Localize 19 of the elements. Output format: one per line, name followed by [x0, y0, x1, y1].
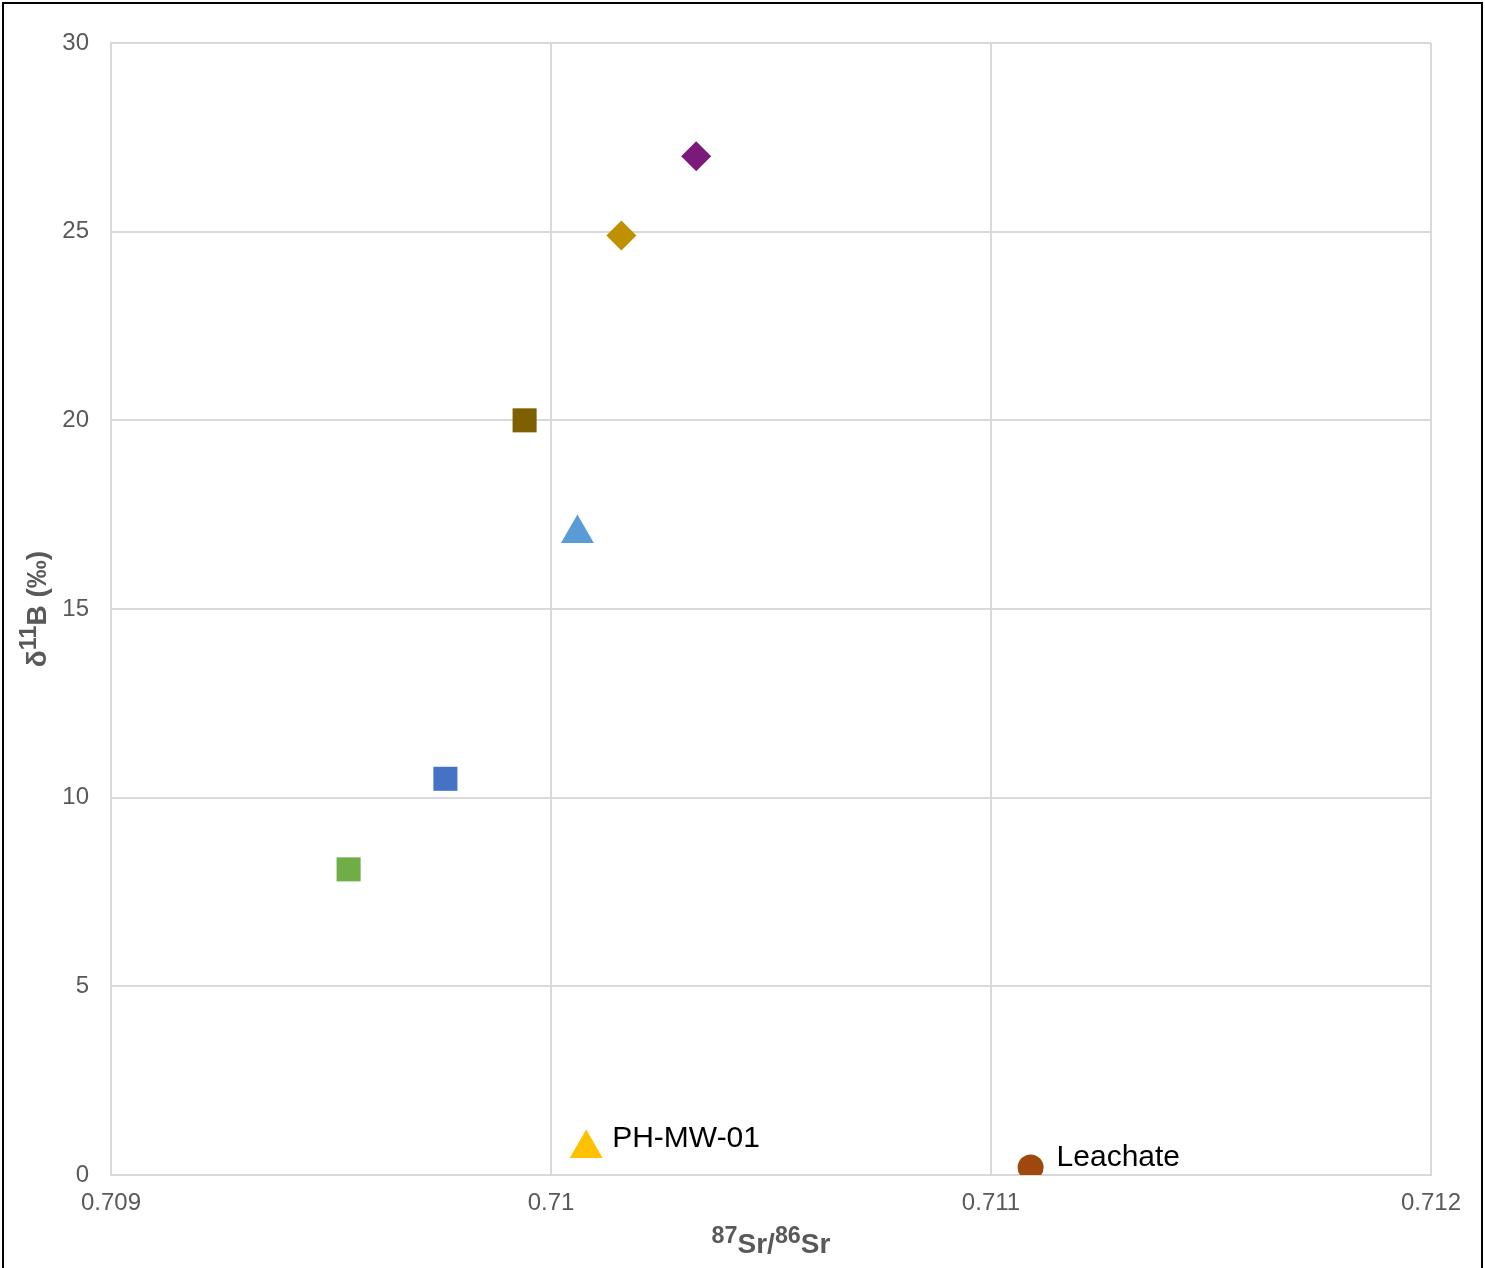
y-tick-label: 30 [62, 27, 89, 55]
x-tick-label: 0.711 [961, 1188, 1021, 1216]
point [681, 141, 712, 172]
y-tick-label: 0 [75, 1159, 89, 1187]
y-tick-label: 5 [75, 970, 89, 998]
point [433, 766, 458, 791]
y-tick-label: 15 [62, 593, 89, 621]
point [606, 220, 637, 251]
y-tick-label: 25 [62, 216, 89, 244]
x-tick-label: 0.709 [80, 1188, 142, 1216]
x-tick-label: 0.712 [1400, 1188, 1462, 1216]
x-tick-label: 0.71 [527, 1188, 575, 1216]
point [569, 1129, 603, 1159]
series-label: PH-MW-01 [612, 1119, 760, 1153]
y-tick-label: 10 [62, 782, 89, 810]
series-label: Leachate [1056, 1138, 1181, 1172]
point [512, 408, 537, 433]
x-axis-title: $^{87}$Sr/$^{86}$Sr [710, 1222, 832, 1261]
y-tick-label: 20 [62, 404, 89, 432]
